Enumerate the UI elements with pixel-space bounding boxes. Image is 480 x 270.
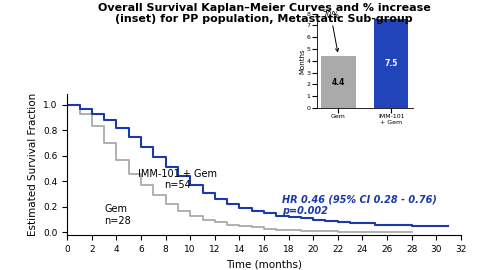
Text: Gem
n=28: Gem n=28 xyxy=(104,204,131,226)
X-axis label: Time (months): Time (months) xyxy=(226,259,302,269)
Bar xyxy=(374,19,408,108)
Text: 4.4: 4.4 xyxy=(332,77,345,86)
Bar xyxy=(321,56,356,108)
Text: IMM-101 + Gem
n=54: IMM-101 + Gem n=54 xyxy=(138,168,217,190)
Text: Overall Survival Kaplan–Meier Curves and % increase
(inset) for PP population, M: Overall Survival Kaplan–Meier Curves and… xyxy=(97,3,431,24)
Text: 70%: 70% xyxy=(323,11,339,52)
Text: 7.5: 7.5 xyxy=(384,59,398,68)
Y-axis label: Months: Months xyxy=(299,48,305,73)
Y-axis label: Estimated Survival Fraction: Estimated Survival Fraction xyxy=(27,93,37,236)
Text: HR 0.46 (95% CI 0.28 - 0.76)
p=0.002: HR 0.46 (95% CI 0.28 - 0.76) p=0.002 xyxy=(282,194,437,216)
